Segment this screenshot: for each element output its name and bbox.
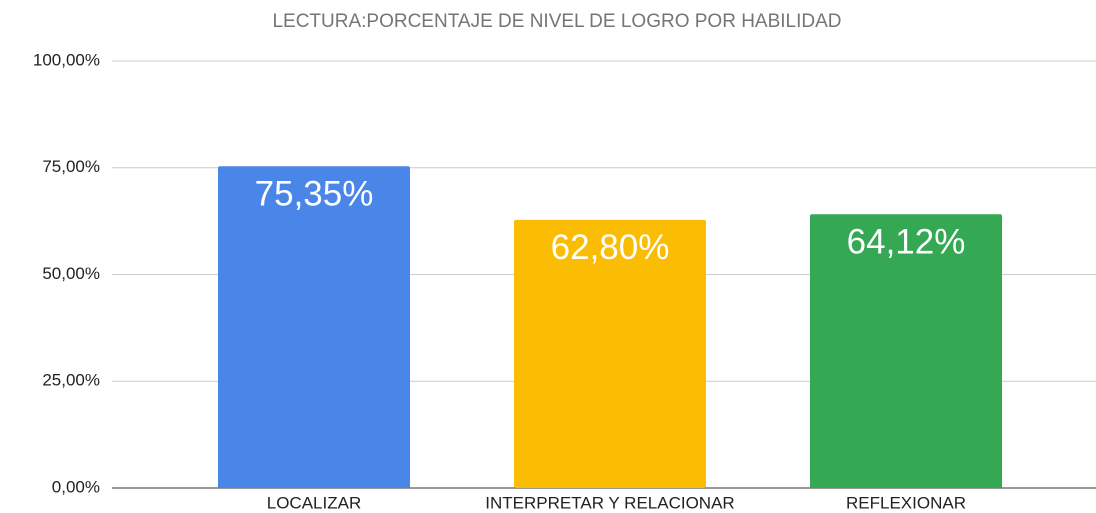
y-tick-label: 25,00% — [42, 371, 100, 390]
y-tick-label: 50,00% — [42, 264, 100, 283]
x-tick-label: REFLEXIONAR — [846, 493, 966, 512]
y-tick-label: 100,00% — [33, 50, 100, 69]
data-label: 62,80% — [551, 228, 670, 267]
data-label: 75,35% — [255, 175, 374, 214]
bar — [810, 214, 1002, 489]
y-tick-label: 0,00% — [52, 477, 100, 496]
x-tick-label: INTERPRETAR Y RELACIONAR — [485, 493, 734, 512]
y-tick-label: 75,00% — [42, 157, 100, 176]
x-tick-label: LOCALIZAR — [267, 493, 361, 512]
data-label: 64,12% — [847, 222, 966, 261]
bar — [218, 166, 410, 488]
chart-title: LECTURA:PORCENTAJE DE NIVEL DE LOGRO POR… — [272, 11, 841, 32]
bar — [514, 219, 706, 488]
